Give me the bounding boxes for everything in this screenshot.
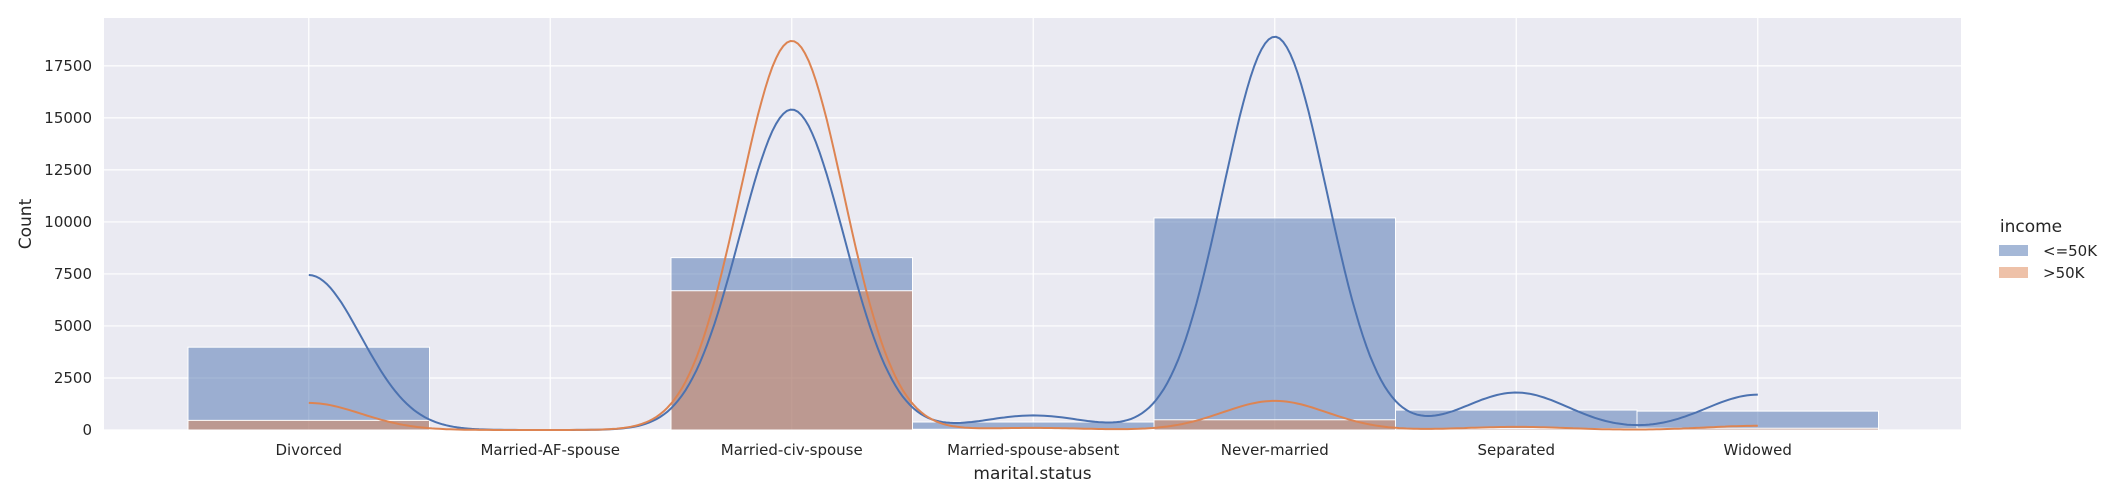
y-tick-label-0: 0 [82, 421, 92, 439]
legend-label-le50k: <=50K [2043, 242, 2098, 260]
bar-le50k-4 [1153, 217, 1396, 431]
x-tick-label-2: Married-civ-spouse [721, 441, 863, 459]
legend-swatch-le50k [1999, 245, 2028, 256]
bars [187, 217, 1879, 431]
x-tick-labels: Divorced Married-AF-spouse Married-civ-spo… [275, 441, 1792, 459]
y-axis-label: Count [16, 198, 36, 249]
x-tick-label-0: Divorced [275, 441, 342, 459]
legend-title: income [2000, 217, 2062, 237]
bar-gt50k-0 [187, 419, 430, 431]
y-tick-label-1: 2500 [54, 369, 92, 387]
y-tick-label-6: 15000 [44, 109, 92, 127]
bar-gt50k-2 [670, 290, 913, 431]
y-tick-labels: 0 2500 5000 7500 10000 12500 15000 17500 [44, 57, 92, 439]
kde-line-gt50k [308, 39, 1758, 431]
x-axis-label: marital.status [973, 464, 1091, 484]
legend-swatch-gt50k [1999, 267, 2028, 278]
y-tick-label-7: 17500 [44, 57, 92, 75]
legend: income <=50K >50K [1999, 217, 2098, 282]
y-tick-label-3: 7500 [54, 265, 92, 283]
x-tick-label-6: Widowed [1724, 441, 1792, 459]
x-tick-label-1: Married-AF-spouse [480, 441, 620, 459]
y-tick-label-5: 12500 [44, 161, 92, 179]
x-tick-label-4: Never-married [1221, 441, 1329, 459]
x-tick-label-3: Married-spouse-absent [947, 441, 1119, 459]
y-tick-label-2: 5000 [54, 317, 92, 335]
x-tick-label-5: Separated [1478, 441, 1555, 459]
bar-gt50k-4 [1153, 419, 1396, 431]
bar-le50k-0 [187, 346, 430, 431]
legend-label-gt50k: >50K [2043, 264, 2086, 282]
kde-curves [308, 35, 1758, 431]
y-tick-label-4: 10000 [44, 213, 92, 231]
